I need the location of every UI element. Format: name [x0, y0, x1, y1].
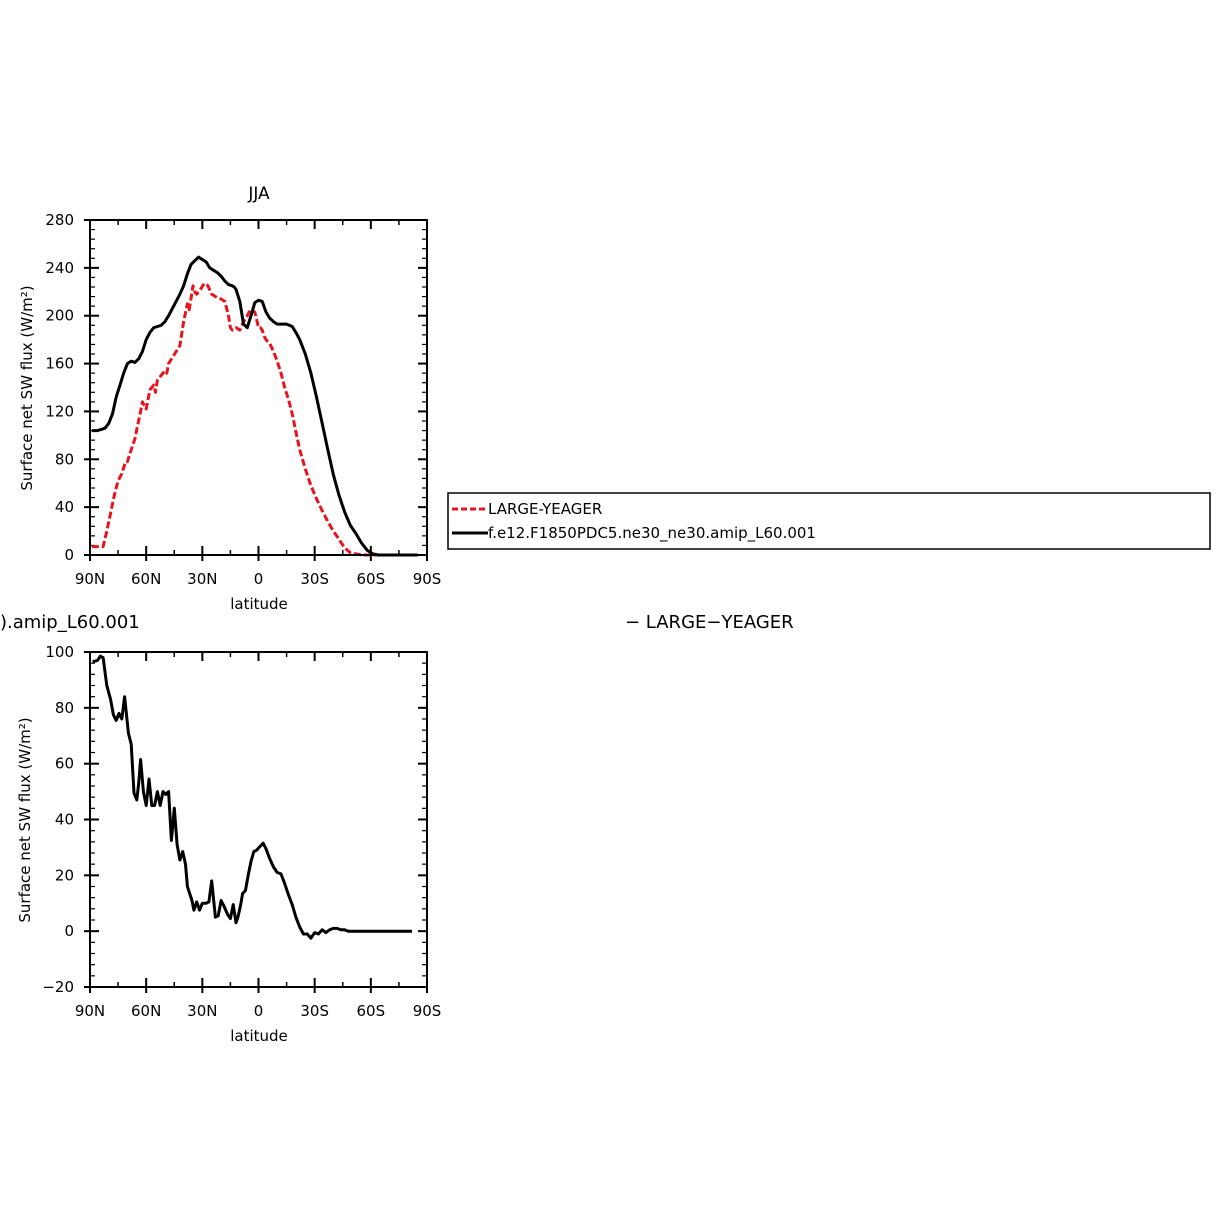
x-tick-label: 60S: [357, 1002, 386, 1020]
y-tick-label: 80: [55, 699, 74, 717]
legend: LARGE-YEAGER f.e12.F1850PDC5.ne30_ne30.a…: [447, 492, 1211, 550]
bottom-panel-series: [92, 654, 412, 940]
x-tick-label: 30N: [187, 1002, 217, 1020]
top-panel-ylabel: Surface net SW flux (W/m²): [18, 285, 36, 490]
bottom-panel-title-left: ).amip_L60.001: [0, 612, 140, 633]
y-tick-label: 280: [45, 211, 74, 229]
y-tick-label: 200: [45, 307, 74, 325]
series-line-model: [91, 255, 418, 557]
top-panel-ticks: [84, 219, 428, 561]
x-tick-label: 30N: [187, 570, 217, 588]
legend-label-model: f.e12.F1850PDC5.ne30_ne30.amip_L60.001: [488, 524, 816, 543]
top-panel-series: [91, 255, 418, 557]
y-tick-label: 40: [55, 498, 74, 516]
bottom-panel-ticks: [84, 651, 428, 993]
y-tick-label: 160: [45, 355, 74, 373]
x-tick-label: 0: [254, 570, 264, 588]
x-tick-label: 60S: [357, 570, 386, 588]
legend-label-large-yeager: LARGE-YEAGER: [488, 500, 602, 518]
y-tick-label: 120: [45, 402, 74, 420]
x-tick-label: 90S: [413, 570, 442, 588]
top-panel-tick-labels: 90N 60N 30N 0 30S 60S 90S 0 40 80 120 160 200 240 280: [45, 211, 441, 588]
y-tick-label: 0: [64, 922, 74, 940]
x-tick-label: 60N: [131, 1002, 161, 1020]
y-tick-label: 100: [45, 643, 74, 661]
x-tick-label: 90N: [75, 1002, 105, 1020]
x-tick-label: 30S: [300, 1002, 329, 1020]
series-line-large-yeager: [91, 281, 418, 557]
y-tick-label: 60: [55, 755, 74, 773]
y-tick-label: 240: [45, 259, 74, 277]
bottom-panel-ylabel: Surface net SW flux (W/m²): [16, 717, 34, 922]
x-tick-label: 90S: [413, 1002, 442, 1020]
x-tick-label: 0: [254, 1002, 264, 1020]
y-tick-label: 40: [55, 811, 74, 829]
bottom-panel-title-right: − LARGE−YEAGER: [625, 612, 794, 633]
bottom-panel-xlabel: latitude: [230, 1027, 288, 1045]
bottom-panel-frame: [89, 651, 428, 988]
x-tick-label: 60N: [131, 570, 161, 588]
top-panel: JJA 90N 60N 30N 0 30S 60S 90S 0 40 80 120 160 200 240…: [18, 184, 441, 613]
top-panel-frame: [89, 219, 428, 556]
y-tick-label: −20: [42, 978, 74, 996]
legend-box: [447, 492, 1211, 550]
series-line-difference: [92, 654, 412, 940]
y-tick-label: 0: [64, 546, 74, 564]
bottom-panel: ).amip_L60.001 − LARGE−YEAGER 90N 60N 30N 0…: [0, 612, 794, 1045]
top-panel-xlabel: latitude: [230, 595, 288, 613]
y-tick-label: 20: [55, 866, 74, 884]
bottom-panel-tick-labels: 90N 60N 30N 0 30S 60S 90S −20 0 20 40 60 80 100: [42, 643, 441, 1020]
x-tick-label: 90N: [75, 570, 105, 588]
top-panel-title: JJA: [247, 184, 270, 204]
x-tick-label: 30S: [300, 570, 329, 588]
y-tick-label: 80: [55, 450, 74, 468]
